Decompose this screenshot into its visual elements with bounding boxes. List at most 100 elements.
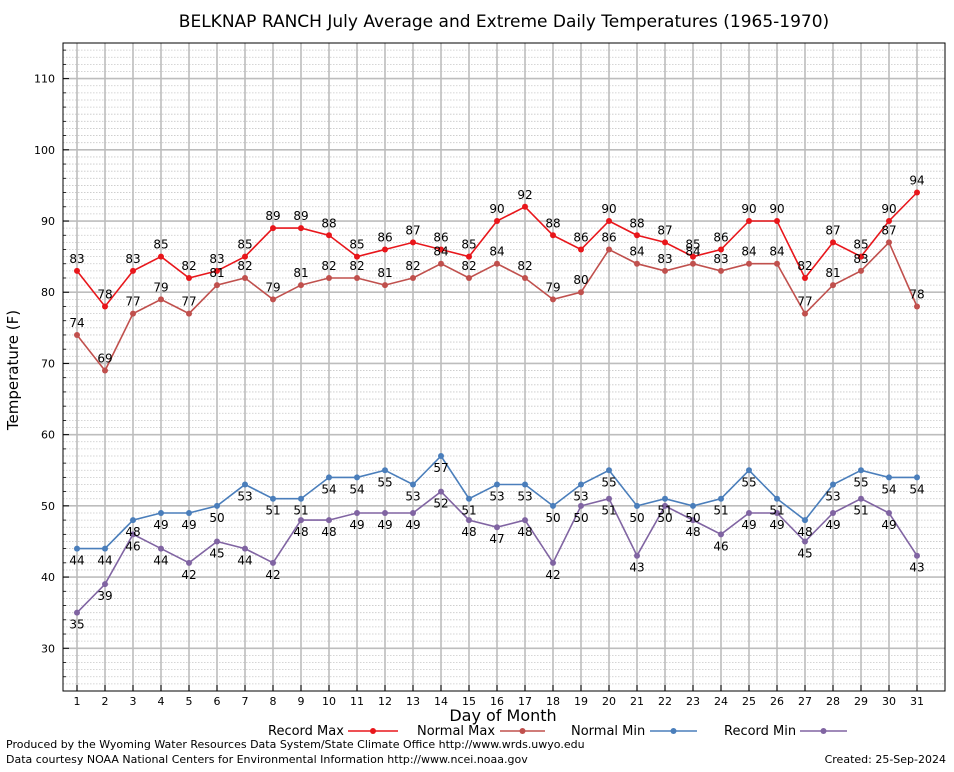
y-tick-label: 60 <box>41 429 55 442</box>
data-point-normal-max <box>438 260 444 267</box>
data-label-record-min: 45 <box>209 546 224 560</box>
data-label-record-min: 42 <box>545 568 560 582</box>
data-point-normal-max <box>550 296 556 303</box>
data-label-normal-max: 84 <box>685 245 700 259</box>
data-label-record-min: 49 <box>825 518 840 532</box>
data-point-normal-min <box>74 545 80 552</box>
data-point-normal-min <box>382 467 388 474</box>
data-point-record-min <box>270 559 276 566</box>
legend: Record Max Normal Max Normal Min Record Min <box>268 724 847 739</box>
data-label-record-min: 43 <box>909 561 924 575</box>
data-point-record-min <box>914 552 920 559</box>
data-label-normal-max: 82 <box>461 259 476 273</box>
legend-label-record-min: Record Min <box>724 724 796 739</box>
data-point-normal-max <box>242 274 248 281</box>
grid-layer <box>63 42 945 692</box>
data-label-normal-min: 44 <box>97 554 112 568</box>
data-point-record-min <box>858 495 864 502</box>
data-label-normal-max: 79 <box>153 280 168 294</box>
data-point-record-min <box>690 517 696 524</box>
data-point-record-min <box>774 509 780 516</box>
data-point-record-max <box>858 253 864 260</box>
data-label-normal-max: 87 <box>881 223 896 237</box>
data-point-record-min <box>746 509 752 516</box>
data-label-normal-max: 77 <box>125 295 140 309</box>
data-label-record-min: 42 <box>265 568 280 582</box>
data-point-normal-max <box>130 310 136 317</box>
data-point-normal-max <box>802 310 808 317</box>
data-label-normal-max: 74 <box>69 316 84 330</box>
data-point-normal-max <box>746 260 752 267</box>
data-label-record-max: 85 <box>153 238 168 252</box>
data-label-normal-min: 51 <box>293 504 308 518</box>
data-point-normal-min <box>158 509 164 516</box>
data-point-normal-min <box>522 481 528 488</box>
data-point-normal-min <box>550 502 556 509</box>
data-point-normal-max <box>606 246 612 253</box>
x-tick-label: 2 <box>102 695 109 708</box>
data-point-normal-min <box>242 481 248 488</box>
legend-label-normal-max: Normal Max <box>417 724 495 739</box>
x-tick-label: 8 <box>270 695 277 708</box>
data-point-normal-max <box>74 331 80 338</box>
data-point-record-max <box>914 189 920 196</box>
data-point-normal-min <box>830 481 836 488</box>
data-point-normal-max <box>718 267 724 274</box>
data-label-record-max: 82 <box>797 259 812 273</box>
data-label-record-min: 44 <box>153 554 168 568</box>
data-label-record-max: 78 <box>97 287 112 301</box>
x-tick-label: 1 <box>74 695 81 708</box>
data-point-record-min <box>522 517 528 524</box>
data-label-record-min: 49 <box>881 518 896 532</box>
data-point-normal-max <box>270 296 276 303</box>
data-point-record-min <box>214 538 220 545</box>
data-label-record-min: 48 <box>461 525 476 539</box>
data-label-normal-max: 83 <box>853 252 868 266</box>
data-label-normal-min: 51 <box>769 504 784 518</box>
data-label-normal-min: 54 <box>909 482 924 496</box>
data-point-normal-min <box>298 495 304 502</box>
y-tick-label: 70 <box>41 357 55 370</box>
data-point-record-max <box>438 246 444 253</box>
data-label-record-min: 48 <box>293 525 308 539</box>
data-point-normal-min <box>606 467 612 474</box>
data-label-normal-max: 82 <box>405 259 420 273</box>
x-tick-label: 22 <box>658 695 672 708</box>
data-label-record-min: 35 <box>69 618 84 632</box>
data-label-record-max: 89 <box>265 209 280 223</box>
data-point-normal-max <box>774 260 780 267</box>
data-label-record-max: 92 <box>517 188 532 202</box>
legend-label-normal-min: Normal Min <box>571 724 645 739</box>
data-label-normal-max: 84 <box>629 245 644 259</box>
x-tick-label: 6 <box>214 695 221 708</box>
data-point-normal-min <box>130 517 136 524</box>
data-point-record-min <box>886 509 892 516</box>
data-point-record-min <box>494 524 500 531</box>
data-label-record-max: 86 <box>433 231 448 245</box>
data-label-record-max: 90 <box>881 202 896 216</box>
data-label-record-max: 90 <box>601 202 616 216</box>
data-point-normal-min <box>438 453 444 460</box>
data-point-record-min <box>466 517 472 524</box>
data-label-record-max: 83 <box>69 252 84 266</box>
footer-data-courtesy: Data courtesy NOAA National Centers for … <box>6 753 528 766</box>
data-point-normal-min <box>270 495 276 502</box>
data-point-record-max <box>578 246 584 253</box>
data-label-normal-min: 51 <box>657 504 672 518</box>
data-label-normal-min: 49 <box>153 518 168 532</box>
data-point-record-min <box>102 581 108 588</box>
data-point-record-max <box>326 232 332 239</box>
data-point-normal-max <box>690 260 696 267</box>
data-label-normal-min: 55 <box>601 475 616 489</box>
data-point-normal-min <box>774 495 780 502</box>
footer-created-date: Created: 25-Sep-2024 <box>825 753 946 766</box>
data-point-record-max <box>354 253 360 260</box>
y-tick-label: 40 <box>41 571 55 584</box>
data-label-normal-min: 54 <box>321 482 336 496</box>
legend-marker-record-max <box>370 728 376 734</box>
data-point-normal-max <box>102 367 108 374</box>
data-label-record-max: 86 <box>713 231 728 245</box>
x-tick-label: 4 <box>158 695 165 708</box>
data-point-record-max <box>662 239 668 246</box>
